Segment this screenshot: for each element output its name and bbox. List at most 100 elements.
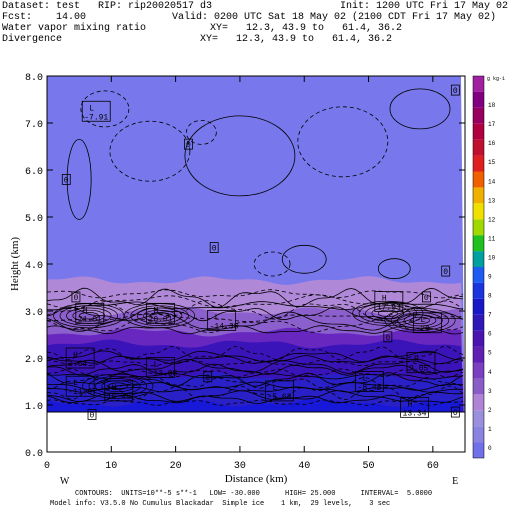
colorbar-label: 11	[488, 235, 496, 242]
colorbar-swatch	[473, 171, 484, 188]
colorbar-swatch	[473, 378, 484, 395]
colorbar-label: 13	[488, 197, 496, 204]
extremum-value: 17.93	[377, 304, 401, 313]
colorbar-swatch	[473, 187, 484, 204]
contour-line	[47, 399, 464, 406]
contour-loop	[297, 106, 389, 178]
y-tick-label: 8.0	[25, 73, 43, 84]
svg-text:0: 0	[186, 141, 191, 150]
extremum-label: H9.05	[406, 352, 436, 374]
fcst-line: Fcst: 14.00	[2, 12, 87, 23]
x-tick-label: 0	[44, 461, 50, 472]
colorbar-swatch	[473, 442, 484, 458]
y-tick-label: 2.0	[25, 355, 43, 366]
east-label: E	[452, 476, 458, 487]
y-tick-label: 7.0	[25, 120, 43, 131]
contour-line	[47, 368, 464, 378]
colorbar-label: 12	[488, 216, 496, 223]
contour-line	[47, 394, 464, 404]
y-tick-label: 4.0	[25, 261, 43, 272]
colorbar-swatch	[473, 282, 484, 299]
contour-loop	[82, 373, 154, 399]
extremum-kind: H	[382, 295, 387, 304]
contour-loop	[377, 258, 411, 280]
colorbar-label: 15	[488, 159, 496, 166]
contour-line	[47, 381, 463, 391]
field2-name: Divergence	[2, 34, 63, 45]
y-tick-label: 3.0	[25, 308, 43, 319]
extremum-value: 9.05	[409, 365, 428, 374]
extremum-kind: L	[89, 104, 94, 113]
contour-loop	[389, 88, 451, 130]
extremum-value: 13.34	[403, 409, 427, 418]
contour-loop	[59, 305, 118, 326]
extremum-label: H21.01	[75, 302, 105, 324]
contour-loop	[78, 312, 99, 320]
extremum-value: -5.63	[268, 393, 292, 402]
west-label: W	[60, 476, 70, 487]
svg-text:0: 0	[73, 294, 78, 303]
contour-line	[47, 318, 464, 334]
colorbar-swatch	[473, 91, 484, 108]
contour-loop	[80, 90, 130, 128]
contour-line	[47, 390, 464, 402]
extremum-label: L-5.63	[265, 380, 294, 402]
extremum-kind: H	[83, 306, 88, 315]
contour-line	[47, 358, 464, 374]
contour-loop	[371, 307, 405, 320]
svg-text:0: 0	[424, 294, 429, 303]
colorbar-label: 9	[488, 274, 492, 281]
colorbar-label: 16	[488, 140, 496, 147]
extremum-label: H2.64	[65, 347, 95, 369]
contour-loop	[143, 309, 176, 322]
colorbar-swatch	[473, 139, 484, 156]
x-tick-label: 10	[105, 461, 117, 472]
extremum-kind: H	[154, 306, 159, 315]
colorbar-swatch	[473, 203, 484, 220]
colorbar-label: 1	[488, 426, 492, 433]
colorbar-swatch	[473, 123, 484, 140]
extremum-value: -7.91	[84, 113, 108, 122]
extremum-value: -13.88	[149, 369, 178, 378]
zero-contour-label: 0	[450, 406, 460, 418]
extremum-value: 20.01	[149, 315, 173, 324]
colorbar-swatch	[473, 298, 484, 315]
colorbar-swatch	[473, 235, 484, 252]
extremum-label: H13.34	[400, 396, 429, 418]
field1-xy: XY= 12.3, 43.9 to 61.4, 36.2	[210, 23, 403, 34]
dataset-line: Dataset: test RIP: rip20020517 d3	[2, 1, 213, 12]
zero-contour-label: 0	[184, 138, 193, 150]
colorbar-label: 18	[488, 102, 496, 109]
colorbar-swatch	[473, 219, 484, 236]
colorbar-swatch	[473, 314, 484, 331]
contour-loop	[281, 244, 327, 274]
extremum-value: 2.64	[68, 360, 87, 369]
colorbar-label: 6	[488, 331, 492, 338]
contour-loop	[390, 310, 450, 331]
contour-loop	[109, 120, 191, 182]
contour-line	[47, 301, 464, 311]
colorbar-label: 8	[488, 293, 492, 300]
extremum-kind: L	[73, 379, 78, 388]
extremum-kind: H	[73, 351, 78, 360]
extremum-label: L-7.91	[81, 100, 111, 122]
terrain-fill	[47, 412, 465, 452]
contour-loop	[107, 382, 128, 390]
extremum-label: L-13.88	[146, 356, 178, 378]
divergence-contours	[47, 88, 464, 406]
axes: 0 10 20 30 40 50 60 0.0 1.0 2.0 3.0 4.0 5.0 6.0 7.0 8.0…	[9, 73, 465, 487]
extremum-value: -20	[415, 325, 430, 334]
init-line: Init: 1200 UTC Fri 17 May 02	[340, 1, 509, 12]
zero-contour-label: 0	[450, 84, 460, 96]
extremum-label: L-20	[413, 312, 442, 334]
extremum-kind: L	[420, 316, 425, 325]
zero-contour-label: 0	[422, 291, 431, 303]
zero-contour-label: 0	[441, 265, 451, 277]
svg-text:0: 0	[205, 374, 210, 383]
extremum-kind: L	[363, 375, 368, 384]
y-tick-label: 0.0	[25, 449, 43, 460]
x-axis-label: Distance (km)	[225, 473, 288, 485]
contour-loop	[410, 316, 430, 325]
svg-text:0: 0	[90, 411, 95, 420]
contour-line	[47, 294, 464, 310]
